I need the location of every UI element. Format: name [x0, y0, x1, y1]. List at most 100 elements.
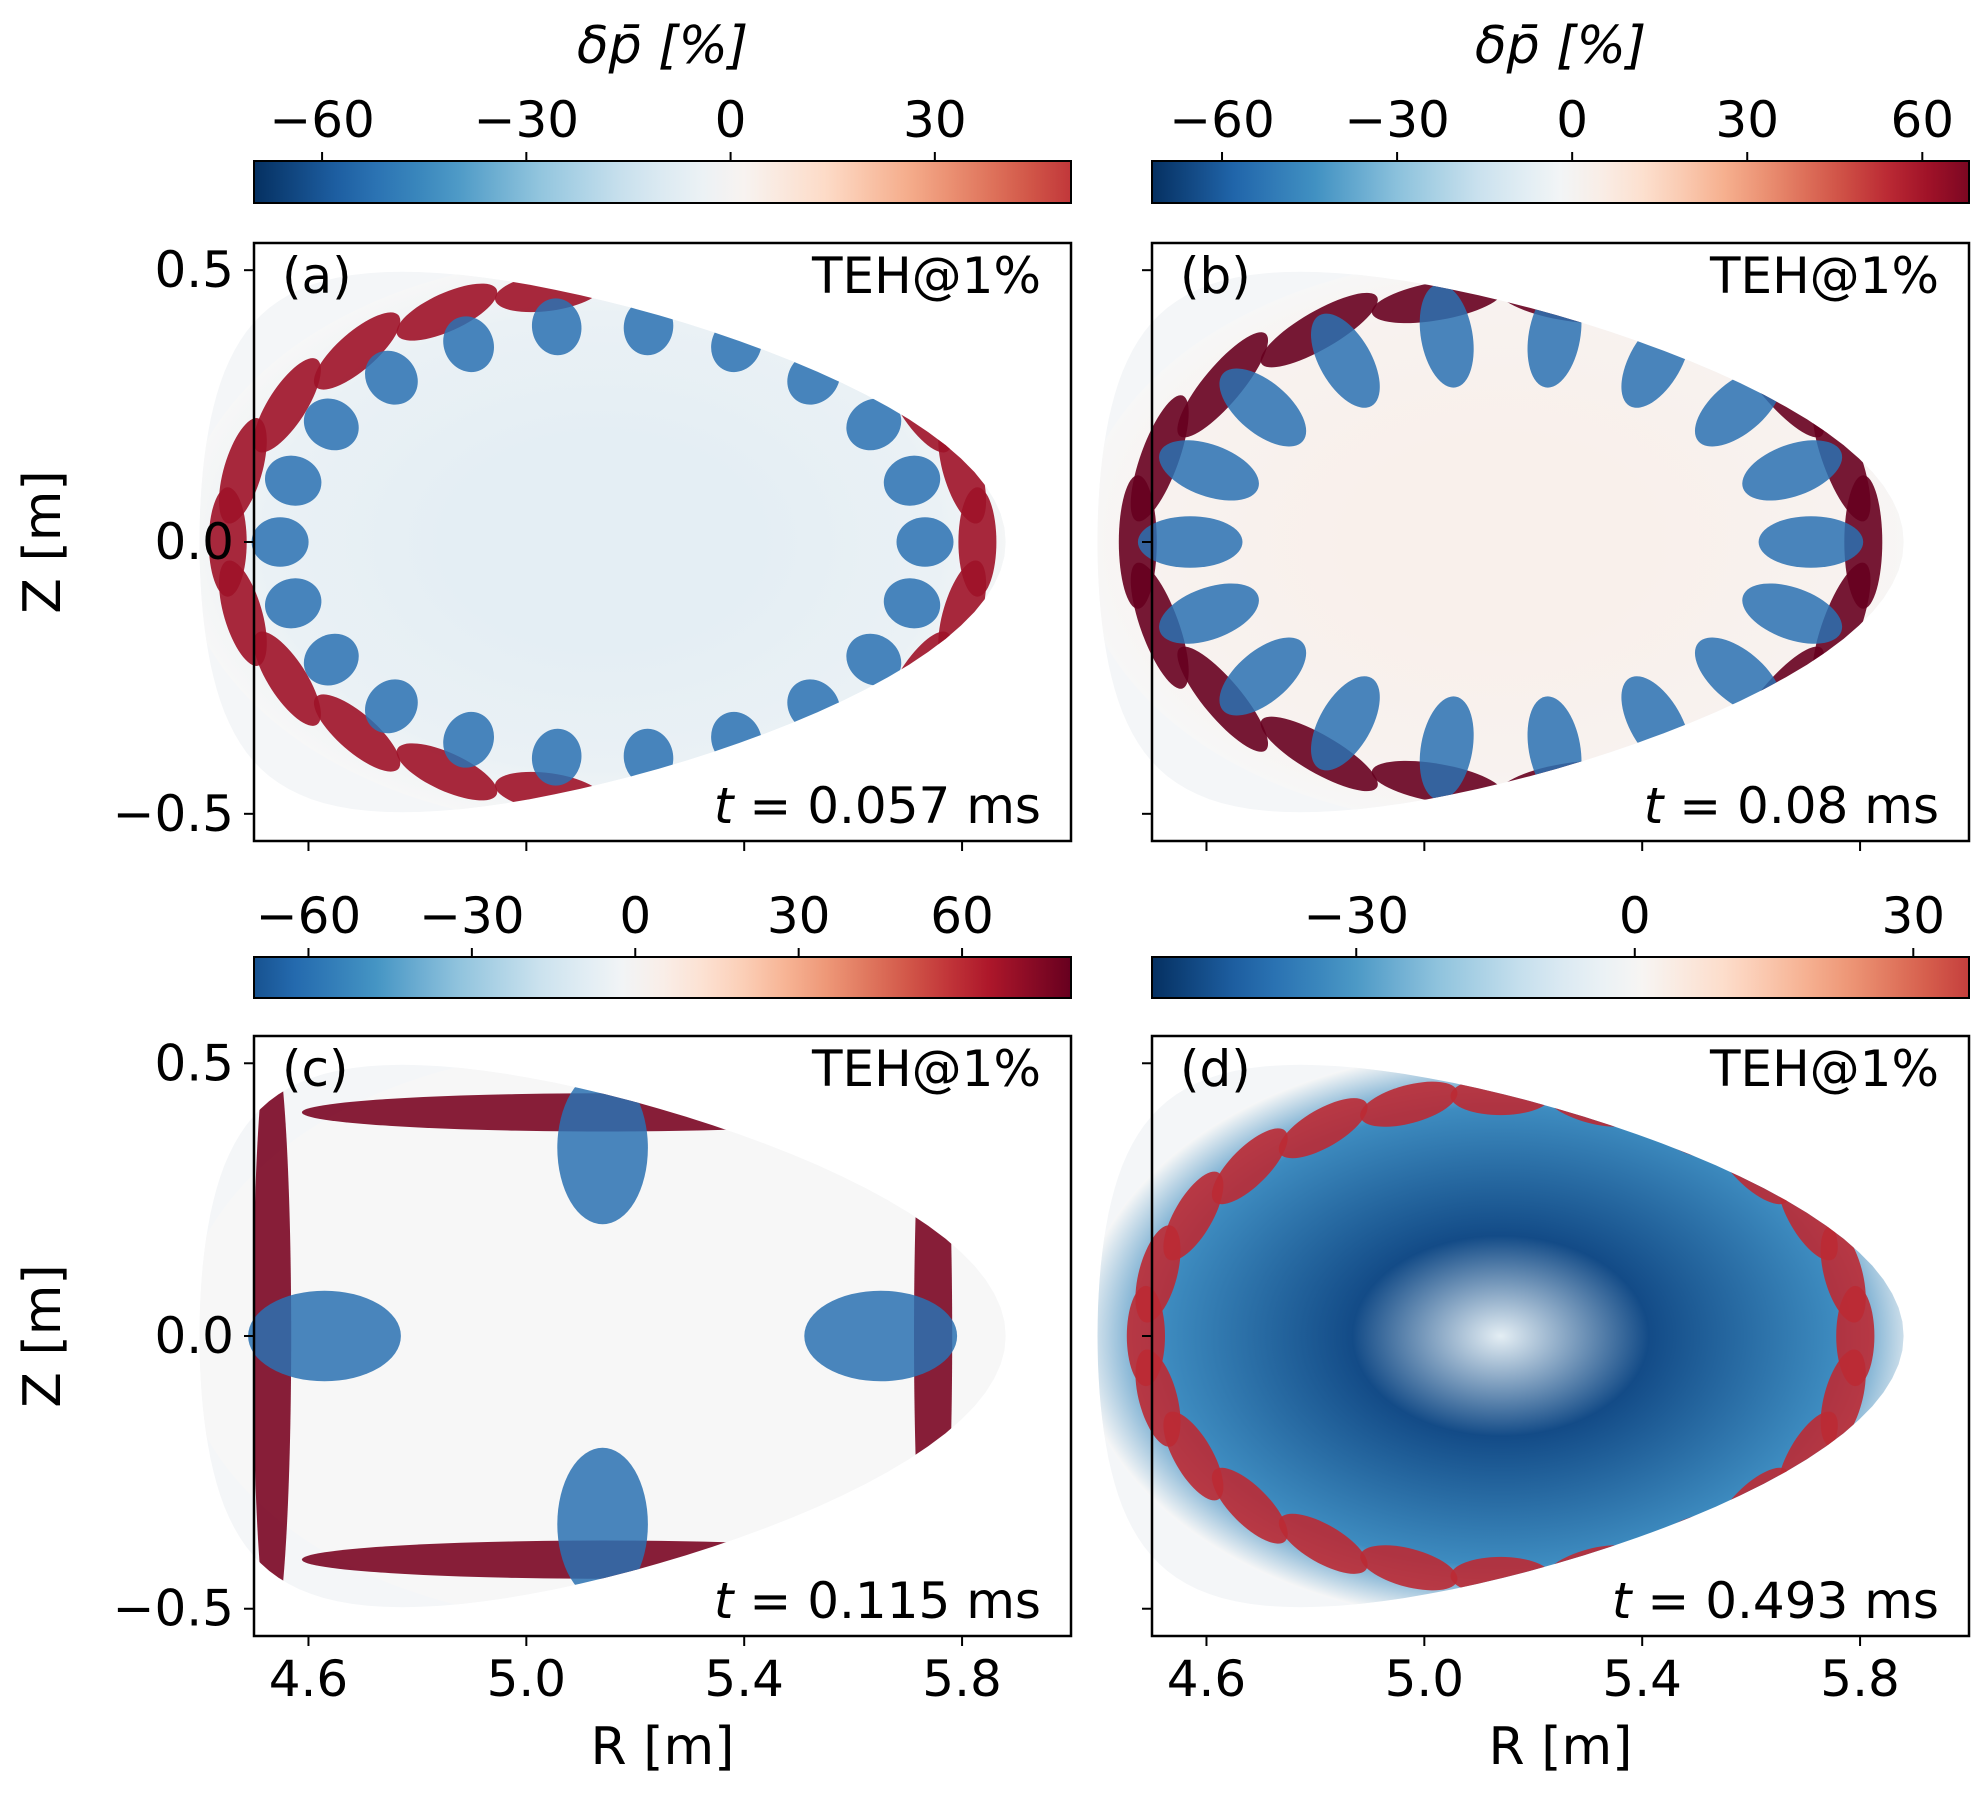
edge-blob — [396, 283, 498, 341]
colorbar-tick-label: −60 — [269, 91, 375, 149]
colorbar — [1151, 956, 1970, 999]
panel-label: (a) — [282, 247, 352, 305]
edge-blob — [1278, 1513, 1368, 1574]
edge-blob — [1820, 1225, 1866, 1323]
inward-finger — [846, 633, 902, 686]
time-label: t = 0.493 ms — [1612, 1572, 1939, 1630]
colorbar-tick-label: 30 — [767, 887, 831, 945]
inward-finger — [531, 728, 582, 786]
colorbar-tick-label: 30 — [903, 91, 967, 149]
inward-finger — [1311, 313, 1380, 408]
edge-blob — [253, 631, 321, 726]
edge-blob — [1211, 1128, 1288, 1205]
colorbar-title: δp̄ [%] — [1475, 16, 1646, 76]
inward-finger — [365, 679, 418, 734]
x-tick-label: 5.4 — [1602, 1650, 1682, 1708]
case-label: TEH@1% — [811, 247, 1041, 305]
inward-finger — [303, 398, 359, 451]
y-tick-label: 0.5 — [154, 241, 234, 299]
colorbar-tick-label: −30 — [1344, 91, 1450, 149]
colorbar-tick-label: −30 — [474, 91, 580, 149]
inward-finger — [1742, 583, 1843, 644]
y-tick-label: 0.0 — [154, 1307, 234, 1365]
x-tick-label: 5.0 — [1385, 1650, 1465, 1708]
inward-finger — [1159, 583, 1259, 644]
colorbar-tick-label: −60 — [1169, 91, 1275, 149]
edge-blob — [313, 694, 401, 772]
colorbar-tick-label: 60 — [930, 887, 994, 945]
inward-finger — [804, 1290, 958, 1382]
inward-finger — [1311, 676, 1380, 771]
edge-blob — [1450, 1556, 1551, 1596]
colorbar-tick-label: 0 — [715, 91, 747, 149]
colorbar-tick-label: −60 — [256, 887, 362, 945]
case-label: TEH@1% — [811, 1040, 1041, 1098]
colorbar-title: δp̄ [%] — [577, 16, 748, 76]
x-axis-label: R [m] — [1489, 1717, 1633, 1777]
inward-finger — [557, 1447, 648, 1601]
edge-blob — [396, 743, 498, 801]
y-tick-label: 0.5 — [154, 1034, 234, 1092]
x-tick-label: 5.0 — [487, 1650, 567, 1708]
colorbar-tick-label: 60 — [1891, 91, 1955, 149]
edge-blob — [253, 358, 321, 453]
colorbar-tick-label: 0 — [1619, 887, 1651, 945]
y-tick-label: 0.0 — [154, 513, 234, 571]
panel-b: −60 −30 0 30 60 δp̄ [%] (b) TEH@1% t = 0.08 ms — [1097, 16, 1971, 851]
x-tick-label: 4.6 — [269, 1650, 349, 1708]
colorbar-tick-label: 0 — [1556, 91, 1588, 149]
inward-finger — [365, 350, 418, 405]
panel-label: (c) — [282, 1040, 349, 1098]
core-region — [199, 1064, 1006, 1608]
y-axis-label: Z [m] — [13, 1264, 73, 1407]
edge-blob — [1163, 1171, 1224, 1261]
y-tick-label: −0.5 — [113, 785, 234, 843]
inward-finger — [251, 517, 309, 567]
time-label: t = 0.115 ms — [714, 1572, 1041, 1630]
x-axis-label: R [m] — [591, 1717, 735, 1777]
x-tick-label: 5.8 — [1820, 1650, 1900, 1708]
inward-finger — [443, 316, 494, 373]
colorbar-tick-label: 30 — [1715, 91, 1779, 149]
edge-blob — [1450, 1076, 1551, 1116]
edge-blob — [313, 312, 401, 390]
inward-finger — [1419, 284, 1474, 388]
colorbar — [1151, 160, 1970, 204]
time-label: t = 0.08 ms — [1644, 777, 1939, 835]
inward-finger — [1159, 440, 1259, 501]
inward-finger — [1419, 696, 1474, 800]
case-label: TEH@1% — [1709, 1040, 1939, 1098]
x-tick-label: 5.4 — [704, 1650, 784, 1708]
y-tick-label: −0.5 — [113, 1580, 234, 1638]
case-label: TEH@1% — [1709, 247, 1939, 305]
inward-finger — [303, 633, 359, 686]
inward-finger — [846, 398, 902, 451]
colorbar-tick-label: 30 — [1881, 887, 1945, 945]
panel-c: −60 −30 0 30 60 4.6 5.0 5.4 5.8 −0.5 0.0 0.5 R [m] Z … — [13, 887, 1073, 1777]
inward-finger — [264, 455, 322, 506]
edge-blob — [1360, 1545, 1458, 1591]
inward-finger — [557, 1071, 648, 1225]
time-label: t = 0.057 ms — [714, 777, 1041, 835]
pressure-field — [199, 271, 1006, 813]
inward-finger — [531, 298, 582, 356]
inward-finger — [248, 1290, 401, 1382]
inward-finger — [883, 455, 941, 506]
colorbar — [253, 160, 1072, 204]
panel-d: −30 0 30 4.6 5.0 5.4 5.8 R [m] (d) TEH@1% t = 0.49… — [1097, 887, 1971, 1777]
edge-blob — [1360, 1081, 1458, 1127]
colorbar — [253, 956, 1072, 999]
core-region — [1097, 1064, 1904, 1608]
x-tick-label: 5.8 — [922, 1650, 1002, 1708]
inward-finger — [443, 711, 494, 768]
pressure-field — [199, 1064, 1006, 1608]
inward-finger — [1137, 516, 1243, 568]
edge-blob — [1211, 1467, 1288, 1544]
edge-blob — [1278, 1098, 1368, 1159]
colorbar-tick-label: 0 — [619, 887, 651, 945]
colorbar-tick-label: −30 — [419, 887, 525, 945]
pressure-field — [1097, 1064, 1904, 1608]
x-tick-label: 4.6 — [1167, 1650, 1247, 1708]
y-axis-label: Z [m] — [13, 470, 73, 613]
